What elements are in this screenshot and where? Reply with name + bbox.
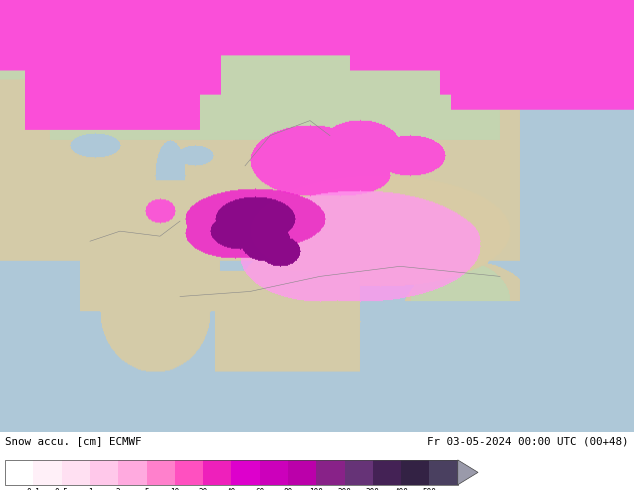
Text: Snow accu. [cm] ECMWF: Snow accu. [cm] ECMWF [5,436,141,446]
Text: 0.5: 0.5 [55,488,68,490]
Text: 10: 10 [170,488,179,490]
Bar [61,460,90,485]
Polygon shape [458,460,478,485]
Bar [118,460,146,485]
Text: 200: 200 [338,488,351,490]
Bar [90,460,118,485]
Text: 20: 20 [198,488,208,490]
Bar [231,460,260,485]
Text: 500: 500 [422,488,436,490]
Bar [288,460,316,485]
Text: 0.1: 0.1 [27,488,41,490]
Text: 5: 5 [144,488,149,490]
Bar [401,460,429,485]
Bar [5,460,34,485]
Text: 300: 300 [366,488,380,490]
Bar [373,460,401,485]
Text: 400: 400 [394,488,408,490]
Bar [203,460,231,485]
Text: 80: 80 [283,488,293,490]
Bar [260,460,288,485]
Bar [146,460,175,485]
Text: 100: 100 [309,488,323,490]
Bar [316,460,345,485]
Bar [175,460,203,485]
Text: Fr 03-05-2024 00:00 UTC (00+48): Fr 03-05-2024 00:00 UTC (00+48) [427,436,629,446]
Text: 1: 1 [87,488,93,490]
Text: 60: 60 [255,488,264,490]
Text: 2: 2 [116,488,120,490]
Bar [34,460,61,485]
Bar [5,460,458,485]
Bar [345,460,373,485]
Bar [429,460,458,485]
Text: 40: 40 [227,488,236,490]
